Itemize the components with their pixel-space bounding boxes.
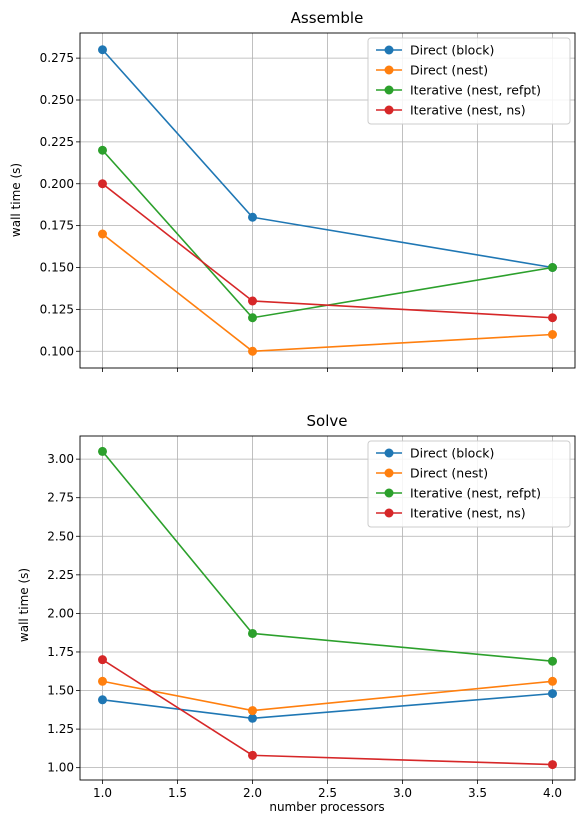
data-point [98, 145, 107, 155]
legend-swatch-marker [384, 488, 394, 498]
y-tick-label: 1.00 [47, 761, 74, 775]
data-point [548, 313, 557, 323]
y-tick-label: 0.125 [40, 302, 74, 316]
data-point [98, 45, 107, 55]
y-tick-label: 0.250 [40, 93, 74, 107]
y-tick-label: 3.00 [47, 452, 74, 466]
assemble-title: Assemble [291, 9, 364, 27]
series-direct-block [98, 689, 557, 723]
assemble-ylabel: wall time (s) [9, 163, 23, 237]
legend-box [367, 440, 571, 528]
legend-label: Iterative (nest, refpt) [410, 486, 541, 501]
x-tick-label: 1.5 [168, 786, 187, 800]
x-tick-label: 2.0 [243, 786, 262, 800]
y-tick-label: 2.00 [47, 606, 74, 620]
legend: Direct (block) Direct (nest) Iterative (ne… [367, 37, 571, 125]
series-direct-nest [98, 229, 557, 356]
data-point [248, 212, 257, 222]
data-point [548, 263, 557, 272]
data-point [548, 760, 557, 770]
y-tick-label: 1.50 [47, 684, 74, 698]
legend-swatch-marker [384, 85, 394, 95]
data-point [248, 706, 257, 716]
solve-ylabel: wall time (s) [17, 568, 31, 642]
legend-label: Direct (block) [410, 446, 494, 461]
legend: Direct (block) Direct (nest) Iterative (ne… [367, 440, 571, 528]
solve-xlabel: number processors [269, 800, 384, 814]
data-point [98, 695, 107, 705]
y-tick-label: 0.100 [40, 344, 74, 358]
data-point [98, 655, 107, 665]
legend-swatch-marker [384, 65, 394, 75]
x-tick-label: 1.0 [93, 786, 112, 800]
series-iterative-nest-ns [98, 179, 557, 323]
x-tick-label: 2.5 [318, 786, 337, 800]
y-tick-label: 0.275 [40, 51, 74, 65]
data-point [248, 750, 257, 760]
axes-frame [79, 32, 576, 369]
x-tick-label: 3.0 [393, 786, 412, 800]
legend-swatch-marker [384, 448, 394, 458]
y-tick-label: 2.75 [47, 491, 74, 505]
x-tick-label: 4.0 [543, 786, 562, 800]
data-point [548, 689, 557, 699]
legend-label: Direct (nest) [410, 63, 488, 78]
legend-swatch-marker [384, 508, 394, 518]
legend-swatch-marker [384, 45, 394, 55]
data-point [248, 628, 257, 638]
y-tick-label: 0.150 [40, 261, 74, 275]
y-tick-label: 1.25 [47, 722, 74, 736]
solve-panel: Solve wall time (s) number processors 1.… [17, 412, 576, 814]
data-point [548, 676, 557, 686]
assemble-panel: Assemble wall time (s) 0.100 0.125 0.150 0.… [9, 9, 576, 372]
data-point [98, 179, 107, 189]
data-point [98, 229, 107, 239]
axes-frame [79, 435, 576, 781]
legend-label: Iterative (nest, refpt) [410, 83, 541, 98]
data-point [98, 676, 107, 686]
y-tick-label: 1.75 [47, 645, 74, 659]
y-tick-label: 0.225 [40, 135, 74, 149]
legend-label: Iterative (nest, ns) [410, 506, 526, 521]
data-point [248, 296, 257, 306]
data-point [548, 656, 557, 666]
legend-box [367, 37, 571, 125]
series-iterative-nest-ns [98, 655, 557, 770]
y-tick-label: 2.50 [47, 529, 74, 543]
data-point [248, 346, 257, 356]
legend-label: Iterative (nest, ns) [410, 103, 526, 118]
x-tick-label: 3.5 [468, 786, 487, 800]
solve-title: Solve [307, 412, 348, 430]
y-tick-label: 0.175 [40, 219, 74, 233]
y-tick-label: 2.25 [47, 568, 74, 582]
data-point [248, 713, 257, 723]
legend-label: Direct (nest) [410, 466, 488, 481]
legend-label: Direct (block) [410, 43, 494, 58]
y-tick-label: 0.200 [40, 177, 74, 191]
series-iterative-nest-refpt [98, 446, 557, 666]
legend-swatch-marker [384, 468, 394, 478]
legend-swatch-marker [384, 105, 394, 115]
data-point [248, 313, 257, 323]
data-point [98, 446, 107, 456]
data-point [548, 330, 557, 339]
series-iterative-nest-refpt [98, 145, 557, 323]
